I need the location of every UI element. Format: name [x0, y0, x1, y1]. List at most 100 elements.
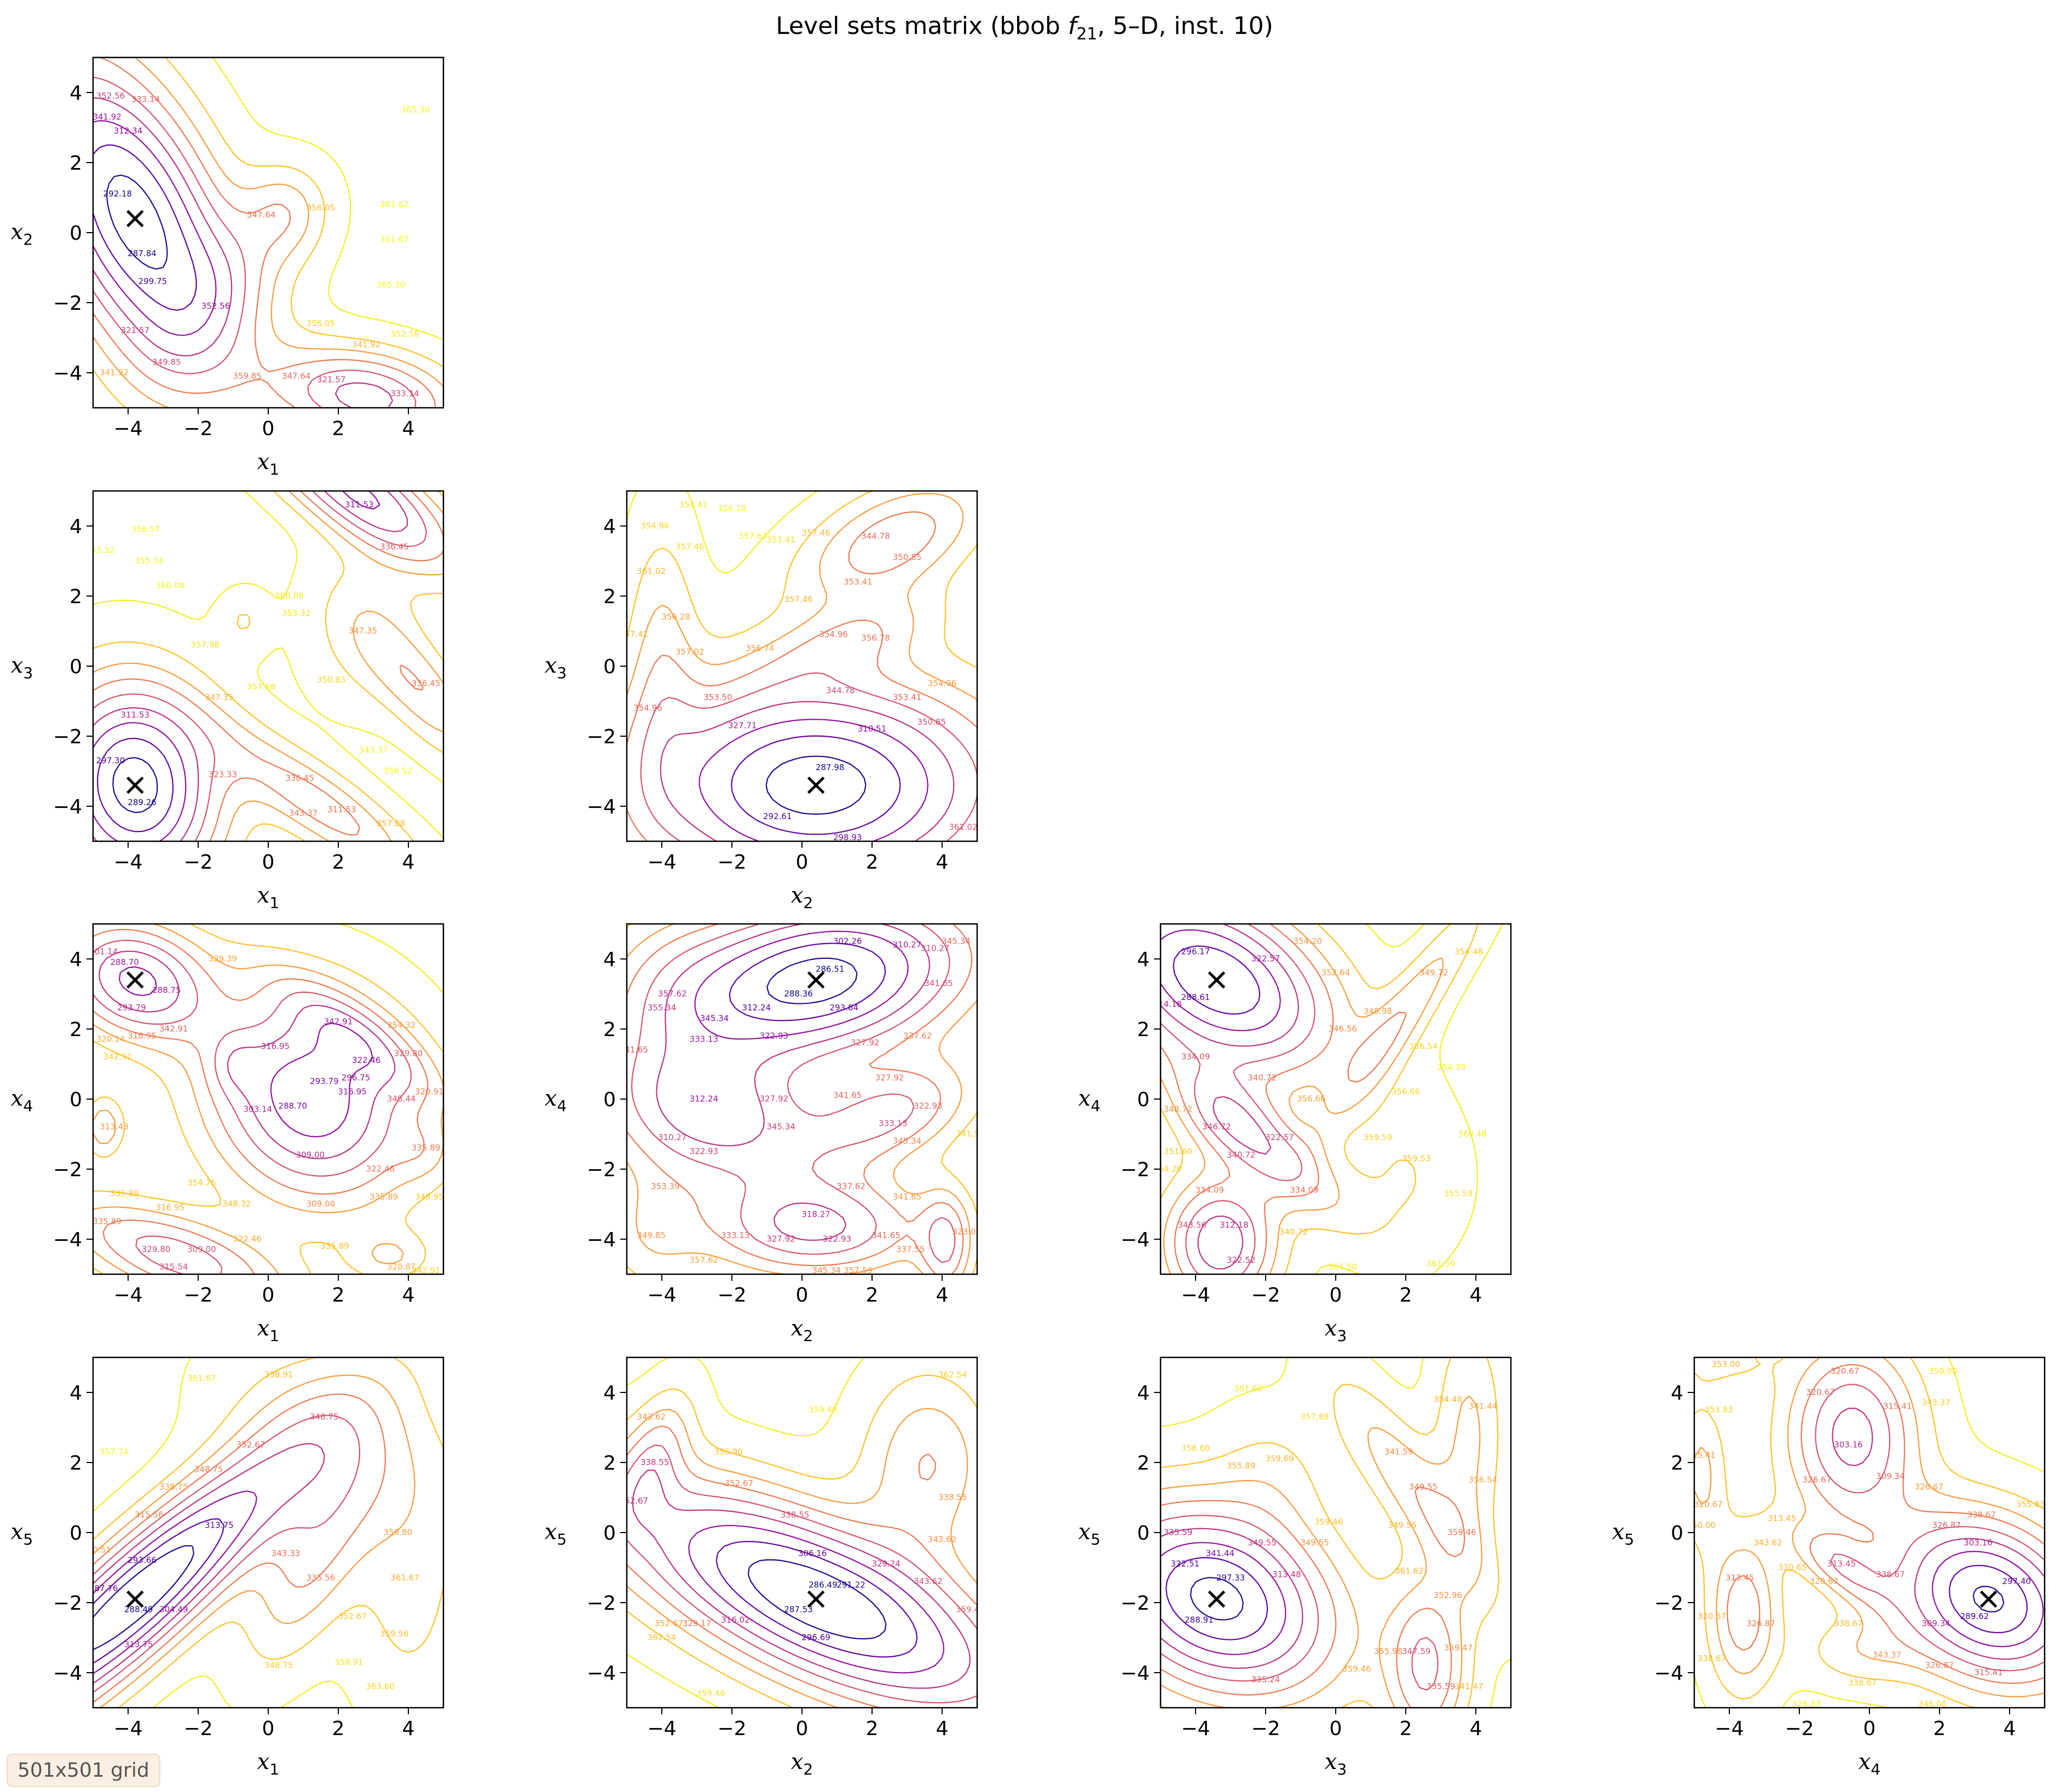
contour-label: 353.50	[703, 692, 732, 702]
contour-label: 329.80	[394, 1048, 423, 1058]
contour-level	[694, 930, 909, 1040]
contour-label: 356.52	[384, 766, 413, 776]
contour-label: 320.87	[387, 1262, 416, 1272]
x-tick-label: 2	[866, 1284, 879, 1307]
x-tick-label: −2	[183, 851, 212, 874]
contour-label: 352.56	[201, 301, 230, 311]
x-axis-index: 2	[803, 1327, 813, 1345]
contour-label: 354.48	[1454, 947, 1484, 957]
contour-label: 330.51	[82, 1545, 111, 1555]
contour-label: 333.13	[721, 1230, 750, 1240]
contour-label: 322.93	[760, 1031, 789, 1040]
contour-label: 292.18	[103, 189, 132, 199]
x-axis-label: x1	[257, 1316, 279, 1345]
contour-label: 361.62	[1395, 1566, 1424, 1576]
contour-level	[660, 701, 955, 841]
y-axis-label: x3	[545, 653, 567, 682]
contour-label: 341.65	[924, 978, 953, 988]
x-tick-label: −2	[183, 418, 212, 440]
contour-label: 310.51	[858, 724, 887, 734]
x-axis-label: x4	[1858, 1749, 1880, 1778]
y-tick-label: 0	[70, 656, 82, 678]
y-tick-label: 0	[1137, 1089, 1150, 1111]
x-tick-label: 4	[2004, 1718, 2016, 1740]
contour-label: 315.41	[1883, 1401, 1912, 1411]
contour-level	[627, 1374, 977, 1708]
contour-label: 343.62	[914, 1576, 943, 1586]
x-tick-label: 0	[796, 1284, 809, 1307]
contour-label: 344.78	[826, 685, 855, 695]
contour-label: 352.67	[236, 1440, 265, 1450]
contour-level	[627, 924, 977, 1274]
contour-level	[93, 1545, 194, 1650]
contour-label: 356.78	[718, 504, 747, 513]
contour-label: 320.67	[1831, 1366, 1860, 1376]
contour-label: 349.85	[637, 1230, 666, 1240]
y-tick-label: 4	[603, 1382, 616, 1404]
contour-level	[729, 943, 886, 1021]
contour-label: 348.72	[1164, 1105, 1193, 1114]
contour-label: 293.79	[310, 1077, 339, 1086]
contour-label: 311.53	[327, 805, 356, 814]
contour-label: 289.62	[1960, 1611, 1989, 1621]
contour-label: 346.56	[1329, 1024, 1358, 1034]
contour-level	[118, 966, 373, 1137]
axes-frame	[1693, 1356, 2046, 1709]
y-tick-label: 4	[70, 516, 82, 538]
contour-level	[1931, 1551, 2044, 1648]
contour-label: 357.46	[801, 528, 830, 537]
contour-level	[1727, 1364, 2045, 1684]
contour-label: 354.96	[633, 703, 662, 713]
x-axis-label: x1	[257, 449, 279, 478]
x-tick-label: −4	[113, 418, 142, 440]
contour-panel: 288.70288.75293.79301.14316.95320.14342.…	[11, 923, 445, 1345]
contour-level	[1948, 1565, 2028, 1633]
contour-label: 338.67	[1967, 1510, 1996, 1520]
contour-lines	[93, 1357, 443, 1708]
contour-level	[93, 97, 394, 408]
contour-label: 338.67	[1834, 1618, 1863, 1628]
contour-label: 315.41	[1974, 1668, 2003, 1678]
contour-label: 343.56	[1178, 1220, 1207, 1230]
contour-label: 354.20	[1294, 937, 1323, 946]
contour-label: 354.32	[387, 1020, 416, 1030]
contour-label: 356.28	[661, 612, 690, 622]
contour-label: 365.30	[401, 105, 430, 115]
x-tick-label: 2	[332, 851, 345, 874]
contour-label: 347.35	[205, 692, 234, 702]
contour-label: 348.98	[1364, 1007, 1393, 1016]
contour-label: 322.57	[1251, 954, 1280, 964]
contour-label: 320.67	[1806, 1388, 1835, 1397]
contour-level	[1161, 1528, 1303, 1669]
contour-label: 301.14	[89, 947, 118, 957]
contour-label: 287.76	[89, 1583, 118, 1593]
contour-label: 334.09	[1181, 1052, 1210, 1062]
contour-label: 349.55	[1248, 1538, 1277, 1548]
contour-label: 335.56	[307, 1573, 336, 1583]
x-axis-label: x2	[791, 1749, 813, 1778]
contour-label: 293.84	[830, 1003, 859, 1013]
contour-label: 347.35	[349, 626, 378, 636]
contour-label: 311.53	[345, 500, 374, 510]
contour-label: 309.34	[1921, 1618, 1950, 1628]
contour-label: 357.08	[377, 819, 406, 829]
contour-label: 348.75	[264, 1661, 293, 1670]
y-tick-label: −2	[53, 292, 82, 315]
contour-label: 356.80	[384, 1528, 413, 1537]
contour-label: 322.46	[352, 1055, 381, 1065]
contour-label: 337.55	[896, 1245, 925, 1255]
contour-label: 360.08	[156, 580, 185, 590]
contour-level	[631, 924, 956, 1263]
x-tick-label: −2	[183, 1284, 212, 1307]
contour-level	[93, 1357, 443, 1708]
contour-level	[1173, 945, 1261, 1015]
contour-panel: 287.98 292.61 298.93 310.51 327.71 344.78 353.…	[545, 490, 978, 912]
contour-lines	[1694, 1357, 2045, 1708]
contour-label: 287.84	[128, 248, 157, 258]
contour-level	[766, 957, 858, 1004]
contour-level	[1161, 924, 1407, 1274]
contour-level	[93, 57, 443, 408]
contour-label: 357.74	[100, 1447, 129, 1456]
contour-level	[93, 491, 443, 841]
